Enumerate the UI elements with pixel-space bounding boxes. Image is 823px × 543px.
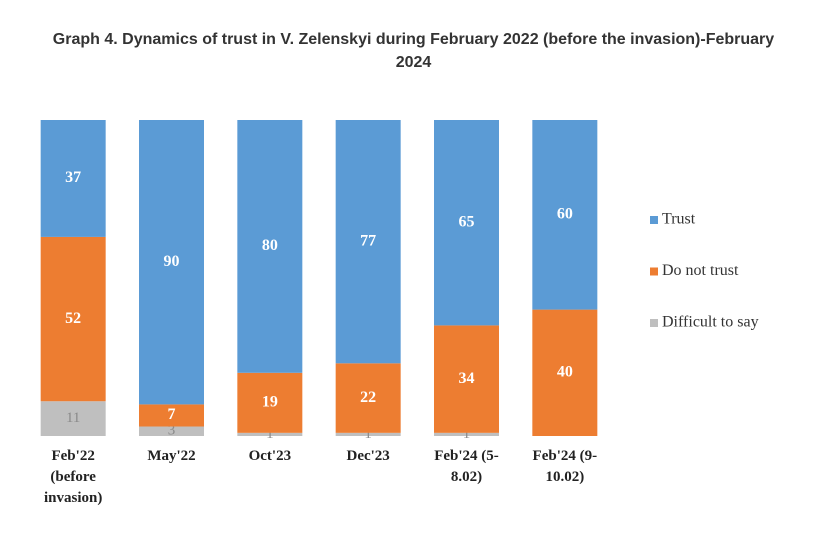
legend-swatch [650,319,658,327]
data-label: 19 [262,393,278,410]
bar-segment [335,363,401,433]
legend-label: Difficult to say [662,314,759,331]
bar-segment [40,401,106,436]
x-tick-label: Dec'23 [346,448,390,464]
bar-segment [139,426,204,436]
bar-segment [237,432,303,436]
legend-swatch [650,216,658,224]
bar-segment [434,432,499,436]
legend-label: Trust [662,211,696,228]
data-label: 65 [459,213,475,230]
data-label: 3 [168,423,176,439]
data-label: 60 [557,205,573,222]
x-tick-label: May'22 [147,448,196,464]
x-tick-label: Feb'24 (9-10.02) [532,448,598,485]
data-label: 90 [164,253,180,270]
x-tick-label: Feb'22 (before invasion) [43,448,103,506]
bar-segment [237,120,303,373]
x-tick-label: Feb'24 (5-8.02) [434,448,499,485]
bar-segment [139,404,204,427]
bar-segment [532,309,598,436]
bar-segment [434,325,499,433]
data-label: 7 [168,406,176,423]
x-tick-label: Oct'23 [248,448,292,464]
data-label: 52 [65,310,81,327]
bar-segment [532,120,598,310]
legend-label: Do not trust [662,262,739,279]
data-label: 77 [360,232,376,249]
bar-segment [237,372,303,433]
data-label: 37 [65,169,81,186]
bar-segment [335,120,401,364]
bar-segment [434,120,499,326]
data-label: 1 [463,426,471,442]
data-label: 1 [266,426,274,442]
bar-segment [139,120,204,405]
data-label: 34 [459,370,475,387]
data-label: 11 [66,410,80,426]
data-label: 22 [360,389,376,406]
chart-title: Graph 4. Dynamics of trust in V. Zelensk… [52,31,775,71]
data-label: 40 [557,363,573,380]
bar-segment [40,236,106,402]
data-label: 1 [364,426,372,442]
bar-segment [335,432,401,436]
legend-swatch [650,267,658,276]
bar-segment [40,120,106,237]
data-label: 80 [262,237,278,254]
